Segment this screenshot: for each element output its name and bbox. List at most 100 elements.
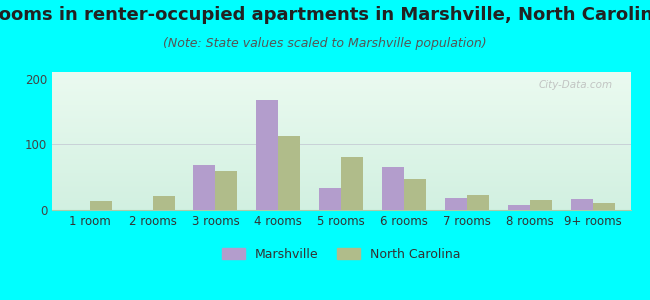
Bar xyxy=(52,126,630,127)
Bar xyxy=(52,194,630,195)
Bar xyxy=(52,157,630,158)
Bar xyxy=(52,98,630,99)
Bar xyxy=(52,97,630,98)
Bar xyxy=(52,169,630,170)
Bar xyxy=(52,74,630,75)
Bar xyxy=(52,163,630,164)
Bar xyxy=(52,99,630,100)
Bar xyxy=(52,79,630,80)
Bar xyxy=(52,105,630,106)
Bar xyxy=(52,73,630,74)
Bar xyxy=(52,189,630,190)
Bar xyxy=(52,123,630,124)
Bar xyxy=(52,201,630,202)
Bar xyxy=(52,90,630,91)
Bar xyxy=(52,161,630,162)
Bar xyxy=(52,116,630,117)
Bar xyxy=(508,205,530,210)
Bar xyxy=(52,93,630,94)
Bar xyxy=(52,148,630,149)
Bar xyxy=(52,127,630,128)
Bar xyxy=(278,136,300,210)
Bar xyxy=(52,149,630,150)
Bar xyxy=(52,179,630,180)
Bar xyxy=(571,199,593,210)
Bar xyxy=(52,76,630,77)
Bar xyxy=(52,197,630,198)
Bar xyxy=(52,182,630,183)
Bar xyxy=(52,150,630,151)
Bar xyxy=(52,117,630,118)
Bar xyxy=(52,209,630,210)
Bar xyxy=(52,205,630,206)
Bar xyxy=(52,92,630,93)
Bar xyxy=(52,180,630,181)
Bar xyxy=(52,111,630,112)
Bar xyxy=(52,162,630,163)
Bar xyxy=(52,155,630,156)
Bar xyxy=(52,167,630,168)
Bar xyxy=(52,112,630,113)
Bar xyxy=(52,119,630,120)
Bar xyxy=(52,168,630,169)
Bar xyxy=(52,103,630,104)
Bar xyxy=(52,113,630,114)
Bar xyxy=(52,202,630,203)
Bar xyxy=(52,195,630,196)
Bar xyxy=(52,190,630,191)
Bar xyxy=(52,184,630,185)
Bar xyxy=(52,118,630,119)
Bar xyxy=(52,134,630,135)
Bar xyxy=(52,144,630,145)
Bar xyxy=(52,188,630,189)
Bar xyxy=(52,199,630,200)
Bar xyxy=(404,179,426,210)
Bar xyxy=(52,177,630,178)
Bar xyxy=(52,120,630,121)
Bar xyxy=(52,86,630,87)
Bar xyxy=(52,102,630,103)
Bar xyxy=(52,207,630,208)
Bar xyxy=(52,75,630,76)
Bar xyxy=(52,121,630,122)
Bar xyxy=(90,201,112,210)
Bar xyxy=(153,196,175,210)
Bar xyxy=(52,128,630,129)
Bar xyxy=(52,129,630,130)
Bar xyxy=(52,132,630,133)
Bar xyxy=(52,95,630,96)
Bar xyxy=(52,153,630,154)
Bar xyxy=(52,193,630,194)
Bar xyxy=(52,183,630,184)
Bar xyxy=(52,72,630,73)
Bar xyxy=(52,115,630,116)
Bar xyxy=(52,164,630,165)
Bar xyxy=(341,158,363,210)
Bar xyxy=(52,204,630,205)
Bar xyxy=(52,137,630,138)
Bar xyxy=(52,138,630,139)
Bar xyxy=(52,131,630,132)
Bar xyxy=(52,173,630,174)
Bar xyxy=(52,100,630,101)
Bar xyxy=(52,178,630,179)
Bar xyxy=(52,124,630,125)
Bar xyxy=(52,208,630,209)
Bar xyxy=(52,139,630,140)
Bar xyxy=(52,110,630,111)
Bar xyxy=(52,81,630,82)
Bar xyxy=(194,165,216,210)
Bar xyxy=(52,187,630,188)
Bar xyxy=(52,82,630,83)
Bar xyxy=(52,141,630,142)
Bar xyxy=(382,167,404,210)
Bar xyxy=(52,94,630,95)
Bar xyxy=(530,200,552,210)
Bar xyxy=(52,136,630,137)
Bar xyxy=(52,159,630,160)
Bar xyxy=(52,146,630,147)
Bar xyxy=(52,158,630,159)
Bar xyxy=(52,152,630,153)
Bar xyxy=(52,142,630,143)
Bar xyxy=(52,114,630,115)
